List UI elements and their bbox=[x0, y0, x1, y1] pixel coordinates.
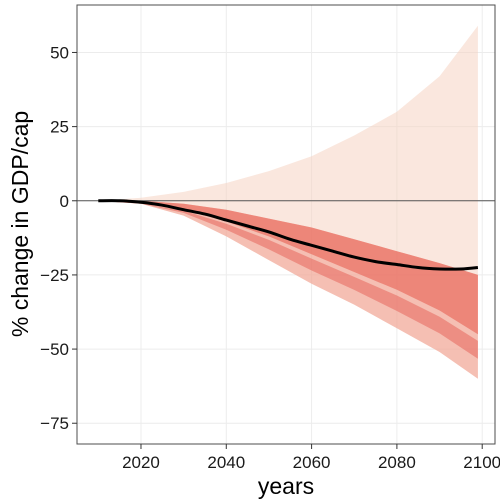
y-tick-label: 0 bbox=[60, 192, 69, 211]
band-lower-mid bbox=[98, 200, 478, 379]
x-tick-label: 2040 bbox=[207, 453, 245, 472]
y-axis-ticks: 50 25 0 −25 −50 −75 bbox=[40, 43, 77, 433]
x-tick-label: 2060 bbox=[293, 453, 331, 472]
x-tick-label: 2020 bbox=[122, 453, 160, 472]
x-axis-ticks: 2020 2040 2060 2080 2100 bbox=[122, 444, 500, 472]
y-tick-label: 50 bbox=[50, 43, 69, 62]
x-axis-title: years bbox=[258, 473, 314, 499]
y-tick-label: 25 bbox=[50, 118, 69, 137]
uncertainty-band bbox=[98, 25, 478, 379]
x-tick-label: 2080 bbox=[378, 453, 416, 472]
y-tick-label: −75 bbox=[40, 414, 69, 433]
band-inner bbox=[98, 200, 478, 335]
y-tick-label: −50 bbox=[40, 340, 69, 359]
median-line bbox=[98, 199, 479, 271]
x-tick-label: 2100 bbox=[463, 453, 500, 472]
plot-border bbox=[76, 4, 496, 445]
band-dense bbox=[98, 200, 478, 335]
y-axis-title: % change in GDP/cap bbox=[7, 111, 33, 337]
y-tick-label: −25 bbox=[40, 266, 69, 285]
band-outer bbox=[98, 25, 478, 379]
